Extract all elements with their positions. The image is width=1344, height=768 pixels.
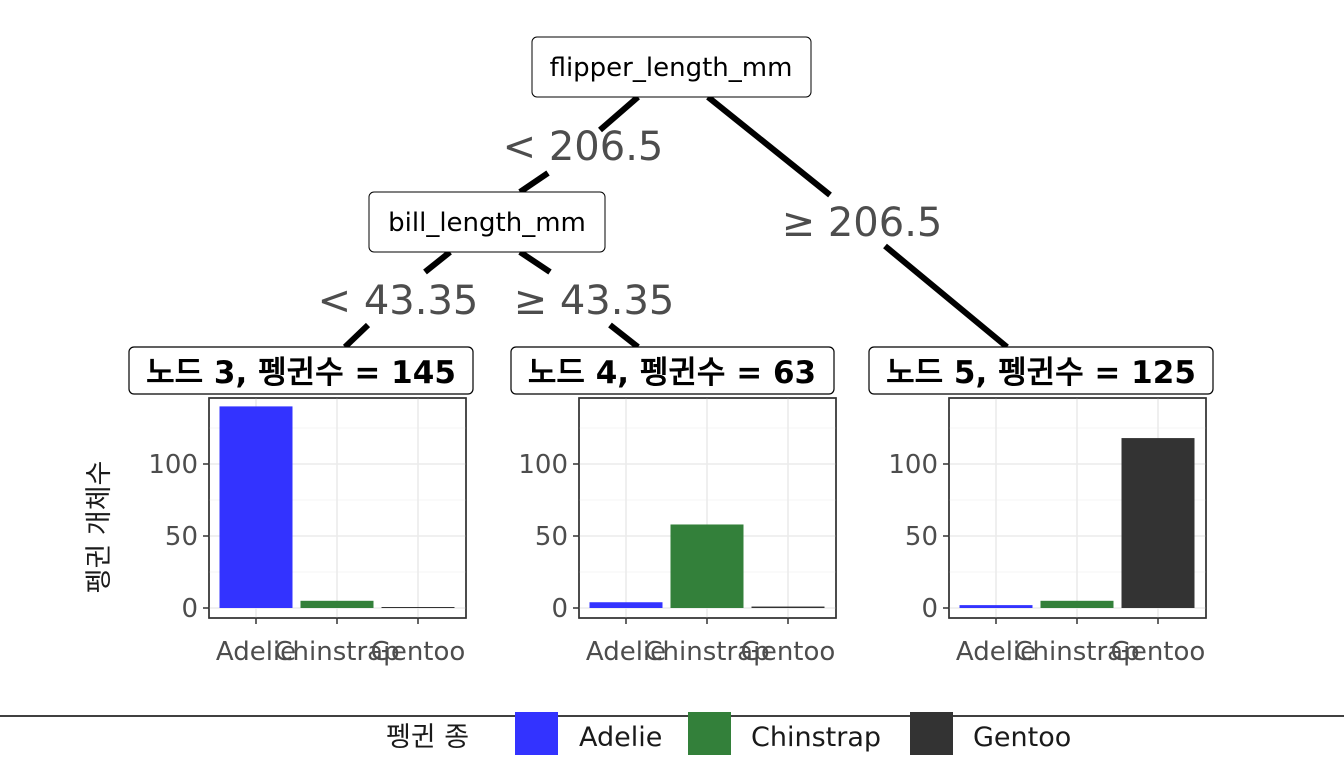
leaf-2-title-text: 노드 4, 펭귄수 = 63 (528, 355, 816, 391)
inner-node: bill_length_mm (368, 191, 606, 253)
bar-chinstrap (300, 600, 374, 608)
legend-key (515, 712, 558, 755)
legend-label: Adelie (579, 722, 662, 753)
x-tick-label: Chinstrap (644, 637, 769, 667)
bar-gentoo (381, 607, 455, 608)
leaf-2-title: 노드 4, 펭귄수 = 63 (510, 346, 835, 395)
root-node-label: flipper_length_mm (550, 53, 793, 83)
leaf-3-title: 노드 5, 펭귄수 = 125 (868, 346, 1214, 395)
edge-root-left-upper (598, 94, 640, 133)
root-right-rule: ≥ 206.5 (782, 200, 943, 246)
legend-item-gentoo: Gentoo (910, 712, 1071, 755)
legend: Adelie Chinstrap Gentoo (515, 712, 1071, 755)
inner-right-rule: ≥ 43.35 (514, 278, 675, 324)
x-tick-label: Chinstrap (1014, 637, 1139, 667)
bar-adelie (589, 602, 663, 608)
y-axis-title: 펭귄 개체수 (84, 461, 115, 594)
edge-root-right-upper (706, 94, 832, 198)
y-tick-label: 100 (148, 450, 198, 480)
bar-gentoo (1121, 438, 1195, 608)
x-tick-label: Chinstrap (274, 637, 399, 667)
edge-inner-left-upper (423, 249, 452, 275)
y-tick-label: 0 (181, 594, 198, 624)
bar-chinstrap (670, 524, 744, 608)
legend-label: Gentoo (973, 722, 1071, 753)
x-tick-label: Adelie (586, 637, 666, 667)
y-tick-label: 100 (888, 450, 938, 480)
leaf-3-title-text: 노드 5, 펭귄수 = 125 (886, 355, 1196, 391)
y-tick-label: 50 (535, 522, 568, 552)
x-tick-label: Gentoo (741, 637, 836, 667)
legend-item-adelie: Adelie (515, 712, 662, 755)
edge-inner-left-lower (342, 322, 371, 350)
y-tick-label: 50 (905, 522, 938, 552)
y-tick-label: 100 (518, 450, 568, 480)
x-tick-label: Adelie (956, 637, 1036, 667)
y-tick-label: 0 (551, 594, 568, 624)
bar-gentoo (751, 606, 825, 608)
y-tick-label: 50 (165, 522, 198, 552)
leaf-1-title: 노드 3, 펭귄수 = 145 (128, 346, 474, 395)
root-left-rule: < 206.5 (503, 124, 664, 170)
root-node: flipper_length_mm (531, 36, 812, 98)
leaf-1-title-text: 노드 3, 펭귄수 = 145 (146, 355, 456, 391)
x-tick-label: Adelie (216, 637, 296, 667)
edge-inner-right-upper (518, 249, 552, 275)
y-tick-label: 0 (921, 594, 938, 624)
legend-key (910, 712, 953, 755)
bar-adelie (219, 406, 293, 608)
legend-key (688, 712, 731, 755)
legend-title: 펭귄 종 (386, 722, 469, 753)
leaf-panels: 050100AdelieChinstrapGentoo050100AdelieC… (148, 397, 1207, 667)
bar-adelie (959, 605, 1033, 608)
edge-root-right-lower (883, 243, 1009, 350)
x-tick-label: Gentoo (1111, 637, 1206, 667)
legend-item-chinstrap: Chinstrap (688, 712, 881, 755)
inner-node-label: bill_length_mm (388, 208, 586, 238)
inner-left-rule: < 43.35 (318, 278, 479, 324)
edge-root-left-lower (518, 170, 550, 195)
edge-inner-right-lower (608, 322, 640, 350)
legend-label: Chinstrap (751, 722, 881, 753)
bar-chinstrap (1040, 600, 1114, 608)
x-tick-label: Gentoo (371, 637, 466, 667)
